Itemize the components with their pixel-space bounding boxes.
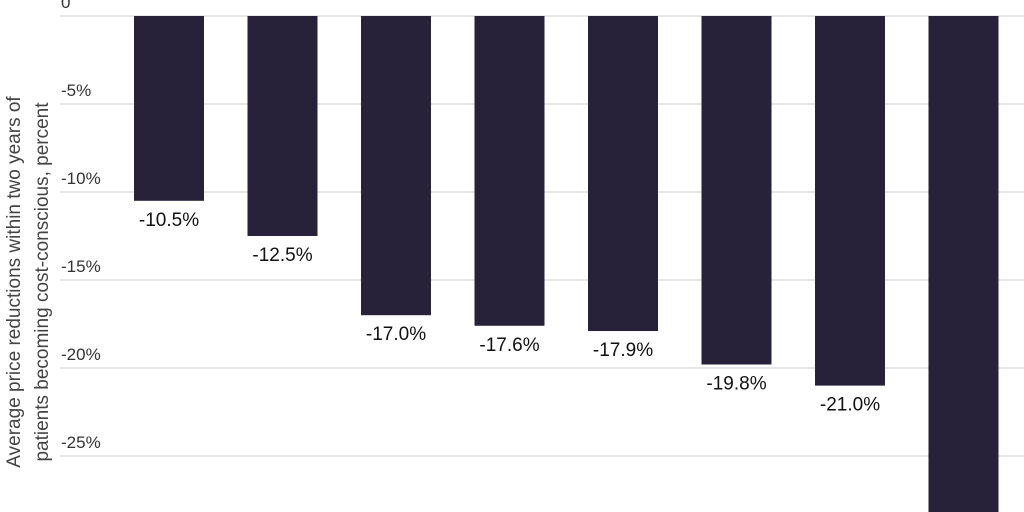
y-axis-title: Average price reductions within two year… bbox=[4, 96, 53, 468]
y-tick-label: 0 bbox=[61, 0, 70, 12]
bar bbox=[928, 16, 999, 512]
bar bbox=[588, 16, 658, 332]
bar bbox=[815, 16, 885, 386]
bar bbox=[134, 16, 204, 201]
y-tick-label: -5% bbox=[61, 81, 91, 100]
y-axis-title-line: Average price reductions within two year… bbox=[4, 96, 25, 468]
bar bbox=[361, 16, 431, 316]
y-axis-title-line: patients becoming cost-conscious, percen… bbox=[32, 102, 53, 462]
data-labels: -10.5% -12.5% -17.0% -17.6% -17.9% -19.8% -21.… bbox=[139, 210, 880, 416]
y-tick-label: -20% bbox=[61, 345, 101, 364]
y-tick-label: -15% bbox=[61, 257, 101, 276]
bar-data-label: -17.9% bbox=[593, 340, 653, 361]
bar-data-label: -12.5% bbox=[252, 245, 312, 266]
bar bbox=[701, 16, 772, 365]
bars bbox=[134, 16, 999, 512]
y-axis-tick-labels: 0 -5% -10% -15% -20% -25% bbox=[61, 0, 101, 452]
y-tick-label: -10% bbox=[61, 169, 101, 188]
bar-data-label: -17.6% bbox=[479, 335, 539, 356]
bar-data-label: -17.0% bbox=[366, 324, 426, 345]
bar-data-label: -19.8% bbox=[706, 373, 766, 394]
bar-data-label: -10.5% bbox=[139, 210, 199, 231]
bar bbox=[474, 16, 545, 326]
bar bbox=[247, 16, 318, 236]
y-tick-label: -25% bbox=[61, 433, 101, 452]
bar-data-label: -21.0% bbox=[820, 395, 880, 416]
